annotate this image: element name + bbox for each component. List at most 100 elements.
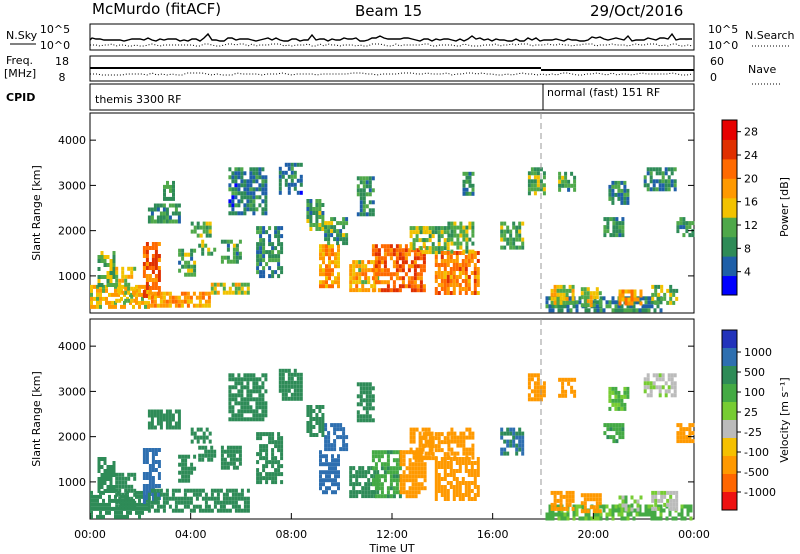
scatter-cell bbox=[232, 453, 236, 458]
scatter-cell bbox=[109, 481, 113, 485]
scatter-cell bbox=[358, 272, 362, 277]
scatter-cell bbox=[216, 282, 220, 287]
scatter-cell bbox=[318, 203, 322, 207]
scatter-cell bbox=[686, 504, 690, 509]
scatter-cell bbox=[623, 402, 627, 407]
scatter-cell bbox=[96, 514, 99, 519]
scatter-cell bbox=[461, 481, 465, 485]
scatter-cell bbox=[370, 268, 374, 273]
scatter-cell bbox=[231, 179, 235, 184]
scatter-cell bbox=[644, 304, 648, 309]
scatter-cell bbox=[148, 274, 152, 278]
scatter-cell bbox=[571, 296, 575, 301]
scatter-cell bbox=[355, 284, 359, 289]
scatter-cell bbox=[309, 219, 313, 223]
scatter-cell bbox=[626, 504, 630, 509]
scatter-cell bbox=[159, 299, 163, 304]
scatter-cell bbox=[633, 499, 637, 504]
scatter-cell bbox=[437, 477, 441, 481]
scatter-cell bbox=[256, 262, 260, 267]
scatter-cell bbox=[470, 255, 474, 259]
scatter-cell bbox=[154, 468, 158, 472]
scatter-cell bbox=[183, 299, 187, 304]
scatter-cell bbox=[226, 445, 230, 450]
scatter-cell bbox=[618, 293, 622, 298]
scatter-cell bbox=[105, 300, 108, 305]
scatter-cell bbox=[670, 385, 674, 390]
scatter-cell bbox=[419, 272, 423, 277]
scatter-cell bbox=[371, 466, 375, 471]
scatter-cell bbox=[319, 470, 322, 475]
scatter-cell bbox=[148, 278, 152, 282]
scatter-cell bbox=[500, 237, 504, 242]
scatter-cell bbox=[255, 195, 259, 200]
scatter-cell bbox=[240, 393, 244, 398]
scatter-cell bbox=[156, 207, 160, 212]
scatter-cell bbox=[150, 219, 154, 224]
scatter-cell bbox=[618, 289, 622, 294]
scatter-cell bbox=[154, 278, 158, 282]
scatter-cell bbox=[327, 439, 331, 444]
scatter-cell bbox=[456, 241, 460, 246]
scatter-cell bbox=[646, 187, 650, 192]
scatter-cell bbox=[467, 457, 471, 461]
scatter-cell bbox=[151, 484, 155, 488]
scatter-cell bbox=[595, 295, 599, 300]
scatter-cell bbox=[410, 276, 414, 281]
scatter-cell bbox=[386, 268, 390, 273]
scatter-cell bbox=[234, 171, 238, 176]
scatter-cell bbox=[405, 490, 409, 495]
scatter-cell bbox=[177, 421, 181, 426]
scatter-cell bbox=[458, 493, 462, 497]
scatter-cell bbox=[106, 255, 110, 259]
scatter-cell bbox=[688, 431, 692, 436]
scatter-cell bbox=[274, 440, 278, 445]
scatter-cell bbox=[467, 489, 471, 493]
scatter-cell bbox=[124, 480, 128, 485]
scatter-cell bbox=[452, 267, 456, 271]
scatter-cell bbox=[506, 229, 510, 234]
scatter-cell bbox=[168, 496, 172, 501]
scatter-cell bbox=[262, 266, 266, 271]
scatter-cell bbox=[471, 241, 475, 246]
scatter-cell bbox=[356, 176, 360, 181]
scatter-cell bbox=[455, 493, 459, 497]
scatter-cell bbox=[296, 376, 300, 381]
scatter-cell bbox=[660, 296, 664, 301]
scatter-cell bbox=[277, 440, 281, 445]
scatter-cell bbox=[195, 504, 199, 509]
scatter-cell bbox=[216, 500, 220, 505]
scatter-cell bbox=[443, 230, 447, 235]
scatter-cell bbox=[473, 485, 477, 489]
scatter-cell bbox=[651, 506, 655, 511]
scatter-cell bbox=[598, 501, 602, 506]
scatter-cell bbox=[299, 372, 303, 377]
scatter-cell bbox=[255, 409, 259, 414]
scatter-cell bbox=[178, 260, 182, 265]
scatter-cell bbox=[688, 427, 692, 432]
scatter-cell bbox=[162, 492, 166, 497]
scatter-cell bbox=[583, 509, 587, 514]
scatter-cell bbox=[201, 445, 205, 450]
scatter-cell bbox=[409, 234, 413, 239]
scatter-cell bbox=[428, 440, 432, 445]
scatter-cell bbox=[661, 385, 665, 390]
scatter-cell bbox=[559, 284, 563, 289]
scatter-cell bbox=[386, 466, 390, 471]
scatter-cell bbox=[399, 462, 403, 467]
scatter-cell bbox=[658, 171, 662, 176]
scatter-cell bbox=[132, 506, 135, 511]
scatter-cell bbox=[447, 233, 451, 238]
scatter-cell bbox=[327, 237, 331, 242]
scatter-cell bbox=[395, 276, 399, 281]
scatter-cell bbox=[417, 470, 421, 475]
scatter-cell bbox=[389, 450, 393, 455]
scatter-cell bbox=[249, 203, 253, 208]
scatter-cell bbox=[425, 238, 429, 243]
scatter-cell bbox=[97, 469, 101, 473]
scatter-cell bbox=[476, 251, 480, 255]
scatter-cell bbox=[626, 394, 630, 399]
scatter-cell bbox=[599, 516, 603, 521]
scatter-cell bbox=[583, 505, 587, 510]
scatter-cell bbox=[530, 373, 534, 378]
